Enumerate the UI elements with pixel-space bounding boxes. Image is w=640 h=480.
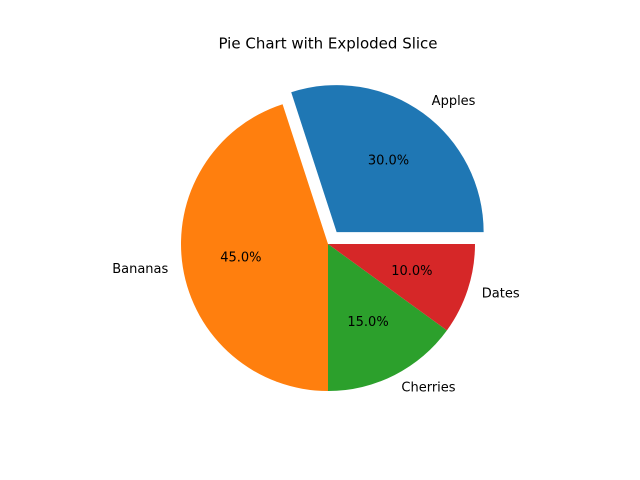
pie-wedge bbox=[291, 85, 484, 233]
slice-label: Apples bbox=[432, 94, 476, 109]
slice-label: Cherries bbox=[401, 381, 455, 396]
pie-wedge bbox=[328, 244, 447, 391]
value-label: 45.0% bbox=[220, 250, 261, 265]
slice-label: Dates bbox=[482, 286, 520, 301]
value-label: 30.0% bbox=[368, 153, 409, 168]
pie-wedge bbox=[328, 244, 475, 331]
slice-label: Bananas bbox=[112, 262, 168, 277]
value-label: 15.0% bbox=[347, 315, 388, 330]
value-label: 10.0% bbox=[391, 264, 432, 279]
chart-title: Pie Chart with Exploded Slice bbox=[218, 35, 437, 53]
pie-wedge bbox=[180, 104, 328, 391]
